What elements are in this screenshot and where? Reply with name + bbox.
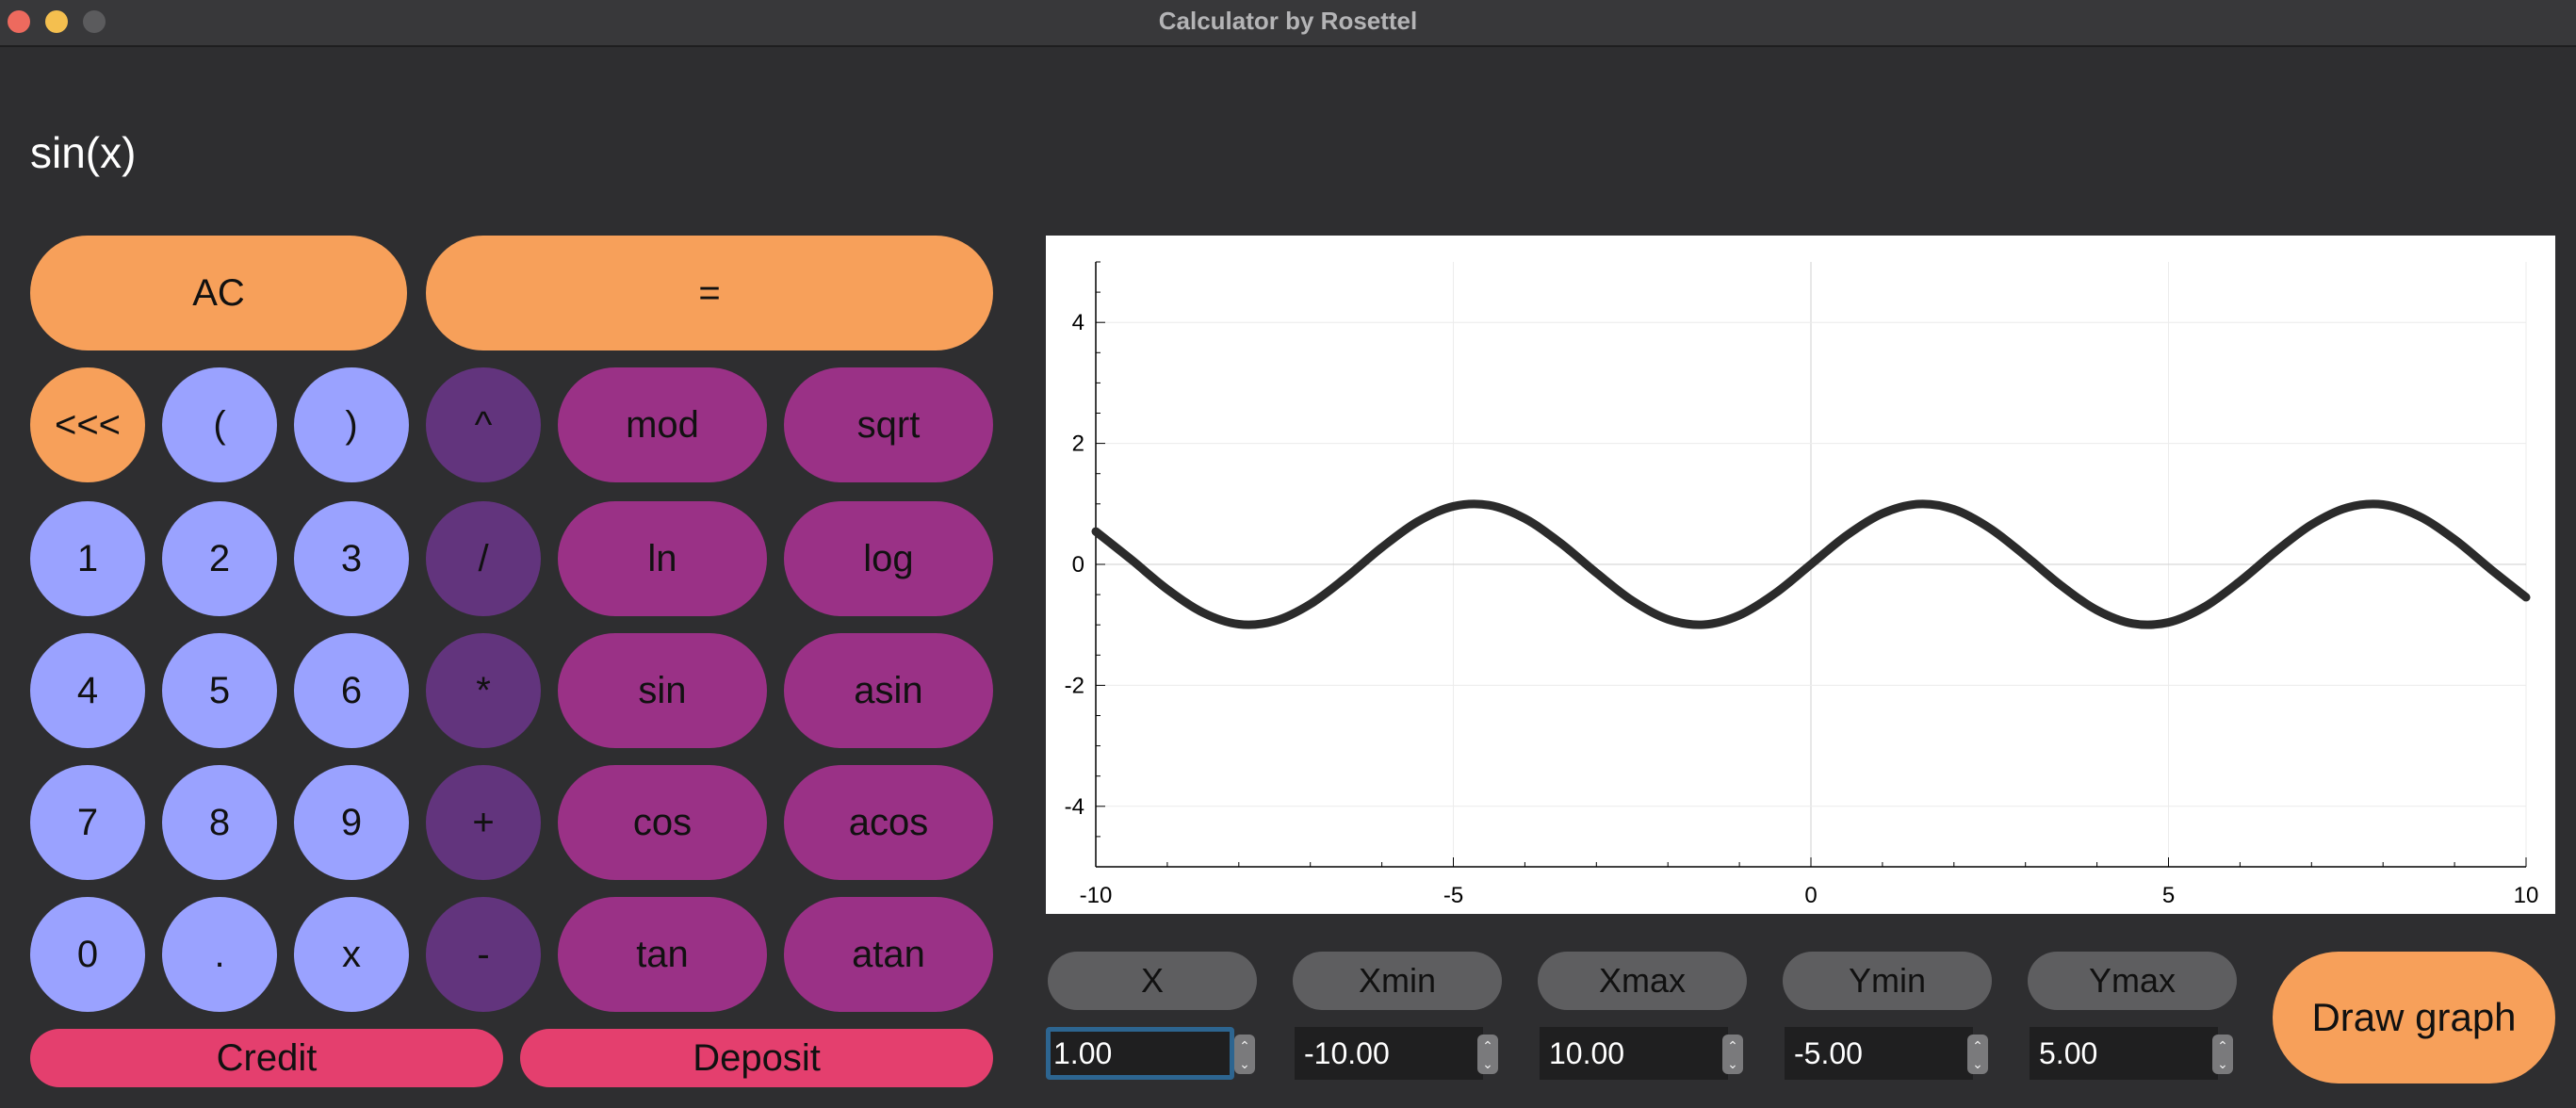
minus-button[interactable]: - — [426, 897, 541, 1012]
backspace-button[interactable]: <<< — [30, 367, 145, 482]
param-x-label: X — [1048, 952, 1257, 1010]
graph-panel[interactable]: -10 -5 0 5 10 -4 -2 0 2 4 — [1046, 236, 2555, 914]
x-tick-label: 10 — [2514, 883, 2539, 908]
atan-button[interactable]: atan — [784, 897, 993, 1012]
ln-button[interactable]: ln — [558, 501, 767, 616]
x-value-stepper[interactable]: ⌃ ⌄ — [1234, 1035, 1255, 1074]
right-paren-button[interactable]: ) — [294, 367, 409, 482]
equals-button[interactable]: = — [426, 236, 993, 350]
sin-button[interactable]: sin — [558, 633, 767, 748]
xmin-value-stepper[interactable]: ⌃ ⌄ — [1477, 1035, 1498, 1074]
x-tick-label: -5 — [1443, 883, 1463, 908]
chevron-up-icon[interactable]: ⌃ — [1972, 1037, 1983, 1053]
maximize-window-button[interactable] — [83, 10, 106, 33]
plus-button[interactable]: + — [426, 765, 541, 880]
title-bar: Calculator by Rosettel — [0, 0, 2576, 47]
digit-9-button[interactable]: 9 — [294, 765, 409, 880]
acos-button[interactable]: acos — [784, 765, 993, 880]
param-ymax-label: Ymax — [2028, 952, 2237, 1010]
ymax-value-field[interactable] — [2030, 1027, 2218, 1080]
clear-button[interactable]: AC — [30, 236, 407, 350]
variable-x-button[interactable]: x — [294, 897, 409, 1012]
sqrt-button[interactable]: sqrt — [784, 367, 993, 482]
power-button[interactable]: ^ — [426, 367, 541, 482]
digit-2-button[interactable]: 2 — [162, 501, 277, 616]
digit-6-button[interactable]: 6 — [294, 633, 409, 748]
draw-graph-button[interactable]: Draw graph — [2273, 952, 2555, 1084]
left-paren-button[interactable]: ( — [162, 367, 277, 482]
tan-button[interactable]: tan — [558, 897, 767, 1012]
y-tick-label: -2 — [1065, 673, 1084, 698]
chevron-down-icon[interactable]: ⌄ — [1482, 1055, 1493, 1071]
chevron-up-icon[interactable]: ⌃ — [1482, 1037, 1493, 1053]
log-button[interactable]: log — [784, 501, 993, 616]
digit-0-button[interactable]: 0 — [30, 897, 145, 1012]
mod-button[interactable]: mod — [558, 367, 767, 482]
deposit-button[interactable]: Deposit — [520, 1029, 993, 1087]
x-tick-label: 5 — [2162, 883, 2175, 908]
xmax-value-input[interactable] — [1541, 1029, 1726, 1078]
expression-display: sin(x) — [30, 128, 137, 177]
param-ymin-label: Ymin — [1783, 952, 1992, 1010]
chevron-down-icon[interactable]: ⌄ — [1239, 1055, 1250, 1071]
decimal-point-button[interactable]: . — [162, 897, 277, 1012]
param-xmax-label: Xmax — [1538, 952, 1747, 1010]
y-tick-label: 0 — [1072, 552, 1084, 578]
chevron-up-icon[interactable]: ⌃ — [1727, 1037, 1738, 1053]
digit-4-button[interactable]: 4 — [30, 633, 145, 748]
x-tick-label: 0 — [1804, 883, 1817, 908]
y-tick-label: 2 — [1072, 432, 1084, 457]
xmin-value-input[interactable] — [1296, 1029, 1481, 1078]
param-xmin-label: Xmin — [1293, 952, 1502, 1010]
chevron-down-icon[interactable]: ⌄ — [1972, 1055, 1983, 1071]
x-value-field[interactable] — [1046, 1027, 1234, 1080]
y-tick-label: 4 — [1072, 310, 1084, 335]
ymax-value-input[interactable] — [2031, 1029, 2216, 1078]
function-curve — [1091, 499, 2531, 629]
chevron-up-icon[interactable]: ⌃ — [1239, 1037, 1250, 1053]
chevron-down-icon[interactable]: ⌄ — [1727, 1055, 1738, 1071]
chevron-up-icon[interactable]: ⌃ — [2217, 1037, 2228, 1053]
ymin-value-input[interactable] — [1786, 1029, 1971, 1078]
x-tick-label: -10 — [1080, 883, 1113, 908]
xmax-value-stepper[interactable]: ⌃ ⌄ — [1722, 1035, 1743, 1074]
ymax-value-stepper[interactable]: ⌃ ⌄ — [2212, 1035, 2233, 1074]
digit-7-button[interactable]: 7 — [30, 765, 145, 880]
digit-1-button[interactable]: 1 — [30, 501, 145, 616]
digit-5-button[interactable]: 5 — [162, 633, 277, 748]
chevron-down-icon[interactable]: ⌄ — [2217, 1055, 2228, 1071]
x-value-input[interactable] — [1051, 1032, 1230, 1075]
minimize-window-button[interactable] — [45, 10, 68, 33]
ymin-value-field[interactable] — [1785, 1027, 1973, 1080]
digit-8-button[interactable]: 8 — [162, 765, 277, 880]
xmax-value-field[interactable] — [1540, 1027, 1728, 1080]
cos-button[interactable]: cos — [558, 765, 767, 880]
window-title: Calculator by Rosettel — [1158, 7, 1418, 35]
y-tick-label: -4 — [1065, 794, 1084, 820]
ymin-value-stepper[interactable]: ⌃ ⌄ — [1967, 1035, 1988, 1074]
asin-button[interactable]: asin — [784, 633, 993, 748]
function-plot: -10 -5 0 5 10 -4 -2 0 2 4 — [1065, 261, 2539, 908]
divide-button[interactable]: / — [426, 501, 541, 616]
credit-button[interactable]: Credit — [30, 1029, 503, 1087]
close-window-button[interactable] — [8, 10, 30, 33]
multiply-button[interactable]: * — [426, 633, 541, 748]
digit-3-button[interactable]: 3 — [294, 501, 409, 616]
xmin-value-field[interactable] — [1295, 1027, 1483, 1080]
